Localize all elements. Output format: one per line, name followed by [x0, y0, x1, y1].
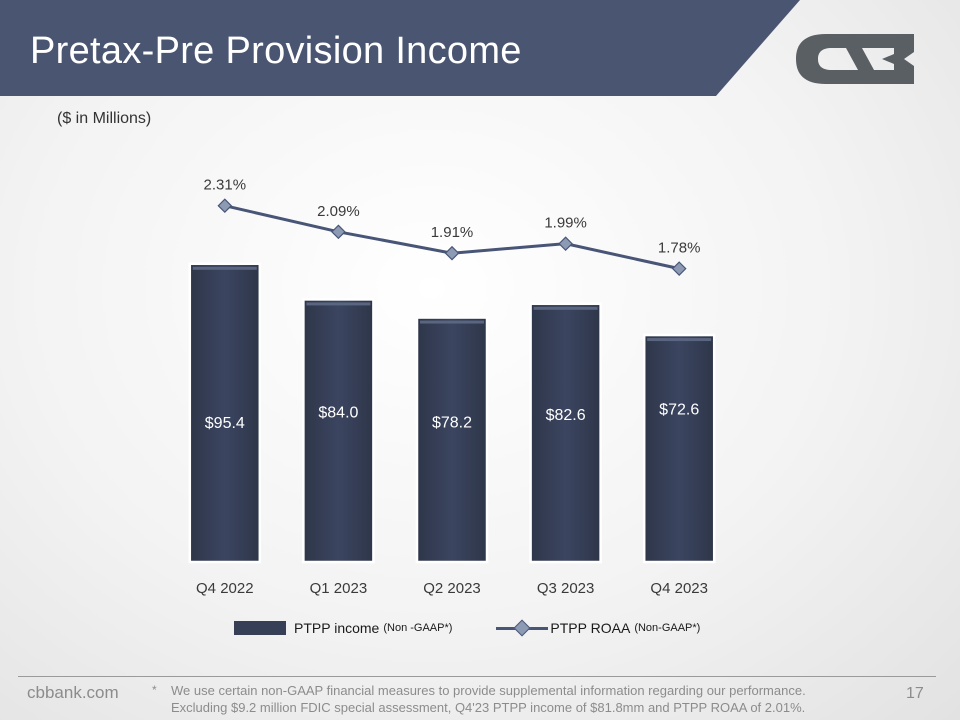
page-title: Pretax-Pre Provision Income — [30, 30, 522, 72]
roaa-marker-3 — [444, 245, 460, 261]
page-number: 17 — [906, 685, 924, 702]
footnote-line-2: Excluding $9.2 million FDIC special asse… — [171, 700, 806, 715]
bar-highlight-5 — [647, 338, 712, 342]
bar-3 — [415, 316, 489, 564]
legend-line-note: (Non-GAAP*) — [634, 622, 701, 634]
footnote-mark: * — [152, 683, 157, 697]
legend-bar-swatch — [234, 621, 286, 635]
legend-bar-note: (Non -GAAP*) — [383, 622, 453, 634]
x-tick-3: Q2 2023 — [423, 580, 481, 597]
bar-label-3: $78.2 — [432, 415, 472, 432]
roaa-label-4: 1.99% — [544, 215, 587, 232]
roaa-label-1: 2.31% — [204, 177, 247, 194]
roaa-label-2: 2.09% — [317, 203, 360, 220]
bar-2 — [302, 298, 375, 564]
bar-label-4: $82.6 — [546, 407, 586, 424]
x-tick-1: Q4 2022 — [196, 580, 254, 597]
legend: PTPP income (Non -GAAP*) PTPP ROAA (Non-… — [234, 618, 700, 638]
roaa-marker-2 — [331, 224, 346, 240]
x-tick-2: Q1 2023 — [310, 580, 368, 597]
bar-highlight-3 — [420, 320, 484, 324]
bar-highlight-4 — [533, 306, 598, 310]
x-tick-5: Q4 2023 — [650, 580, 708, 597]
bar-label-2: $84.0 — [318, 405, 358, 422]
roaa-marker-1 — [217, 198, 233, 214]
bar-label-5: $72.6 — [659, 401, 699, 418]
bar-highlight-1 — [192, 266, 257, 270]
units-label: ($ in Millions) — [57, 110, 152, 127]
footer-divider — [18, 676, 936, 677]
legend-line-swatch — [496, 619, 549, 637]
title-banner — [0, 0, 800, 96]
bar-5 — [642, 333, 716, 564]
roaa-marker-5 — [671, 261, 687, 276]
cvb-logo-icon — [796, 34, 914, 84]
bar-highlight-2 — [306, 302, 371, 306]
bar-4 — [529, 302, 602, 564]
roaa-label-5: 1.78% — [658, 240, 701, 257]
site-link[interactable]: cbbank.com — [27, 683, 119, 702]
legend-line-label: PTPP ROAA — [550, 620, 631, 636]
bar-1 — [188, 262, 262, 564]
roaa-marker-4 — [558, 236, 573, 252]
footnote-line-1: We use certain non-GAAP financial measur… — [171, 683, 806, 698]
x-tick-4: Q3 2023 — [537, 580, 595, 597]
footnote: We use certain non-GAAP financial measur… — [171, 682, 901, 716]
bar-label-1: $95.4 — [205, 415, 245, 432]
legend-bar-label: PTPP income — [294, 620, 380, 636]
roaa-label-3: 1.91% — [431, 224, 474, 241]
